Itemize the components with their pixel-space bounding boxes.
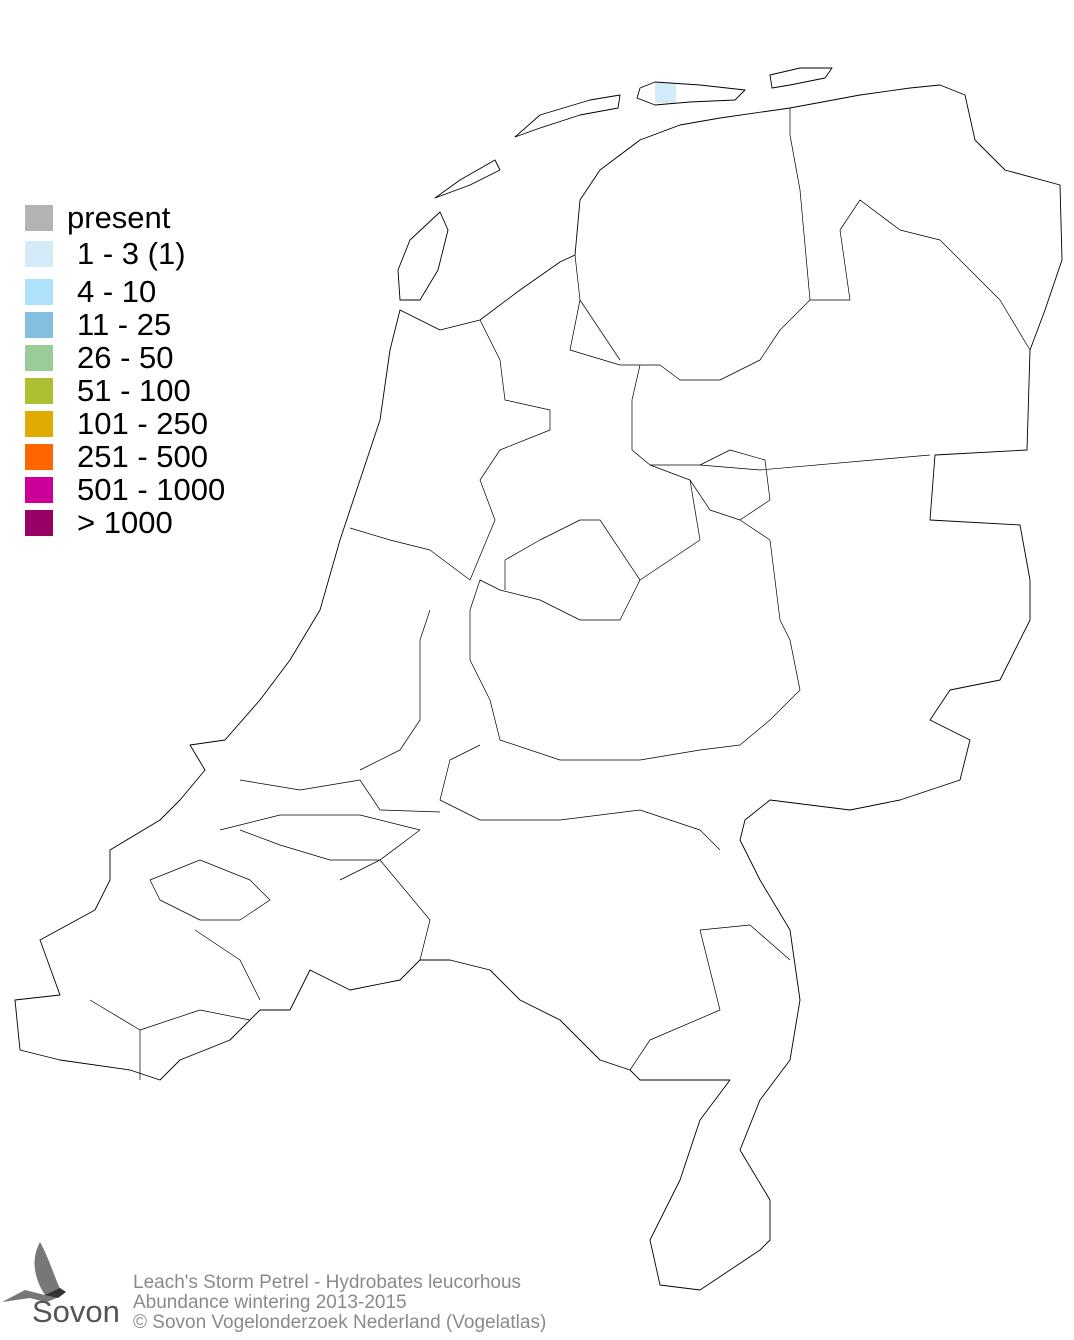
vlieland-island bbox=[434, 159, 501, 199]
legend-label: 51 - 100 bbox=[77, 373, 191, 408]
legend-swatch bbox=[25, 444, 53, 470]
legend-swatch bbox=[25, 345, 53, 371]
legend-label: 101 - 250 bbox=[77, 406, 208, 441]
map-caption: Leach's Storm Petrel - Hydrobates leucor… bbox=[133, 1273, 546, 1333]
observation-cell bbox=[655, 83, 676, 103]
legend-swatch bbox=[25, 411, 53, 437]
legend-label: present bbox=[67, 200, 171, 235]
schiermonnikoog-island bbox=[769, 67, 833, 89]
legend-swatch bbox=[25, 510, 53, 536]
legend-label: 4 - 10 bbox=[77, 274, 157, 309]
legend-swatch bbox=[25, 312, 53, 338]
legend-label: 11 - 25 bbox=[77, 307, 172, 342]
legend-swatch bbox=[25, 279, 53, 305]
legend-swatch bbox=[25, 378, 53, 404]
legend-label: 1 - 3 (1) bbox=[77, 236, 186, 271]
legend-swatch bbox=[25, 205, 53, 231]
legend-label: 26 - 50 bbox=[77, 340, 174, 375]
mainland-outline bbox=[14, 84, 1063, 1291]
legend-swatch bbox=[25, 477, 53, 503]
terschelling-island bbox=[514, 94, 621, 138]
ameland-island bbox=[636, 81, 746, 106]
legend-label: > 1000 bbox=[77, 505, 173, 540]
legend-label: 251 - 500 bbox=[77, 439, 208, 474]
texel-island bbox=[397, 211, 449, 301]
province-borders bbox=[89, 108, 1031, 1080]
legend-label: 501 - 1000 bbox=[77, 472, 226, 507]
species-name: Leach's Storm Petrel - Hydrobates leucor… bbox=[133, 1272, 522, 1293]
copyright: © Sovon Vogelonderzoek Nederland (Vogela… bbox=[133, 1312, 547, 1333]
swallow-logo-icon bbox=[2, 1242, 66, 1302]
legend-swatch bbox=[25, 241, 53, 267]
map-subtitle: Abundance wintering 2013-2015 bbox=[133, 1292, 407, 1313]
sovon-logo-text: Sovon bbox=[32, 1294, 120, 1329]
